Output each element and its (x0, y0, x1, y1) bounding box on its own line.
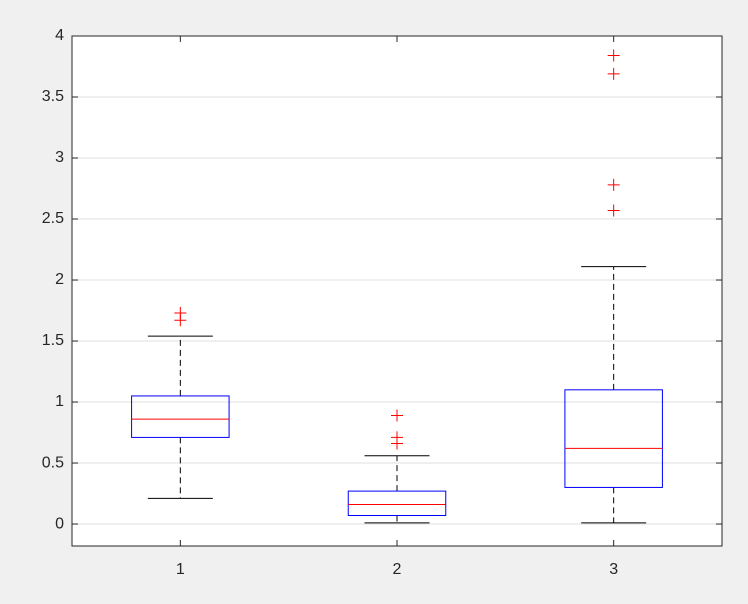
outlier (607, 49, 620, 62)
outlier (391, 409, 403, 422)
y-tick-label: 4 (55, 27, 64, 44)
y-tick-label: 1 (55, 393, 64, 410)
box (564, 389, 663, 488)
y-tick-label: 3.5 (42, 88, 64, 105)
x-tick-label: 3 (609, 561, 618, 578)
x-tick-label: 1 (176, 561, 185, 578)
outlier (607, 178, 620, 191)
outlier (607, 204, 620, 217)
y-tick-label: 0.5 (42, 454, 64, 471)
outlier (391, 431, 403, 444)
y-tick-label: 2.5 (42, 210, 64, 227)
box (347, 490, 447, 516)
y-tick-label: 0 (55, 515, 64, 532)
y-tick-label: 2 (55, 271, 64, 288)
x-tick-label: 2 (393, 561, 402, 578)
y-tick-label: 3 (55, 149, 64, 166)
y-tick-label: 1.5 (42, 332, 64, 349)
outlier (607, 67, 620, 80)
box (131, 395, 230, 438)
outlier (174, 306, 187, 319)
